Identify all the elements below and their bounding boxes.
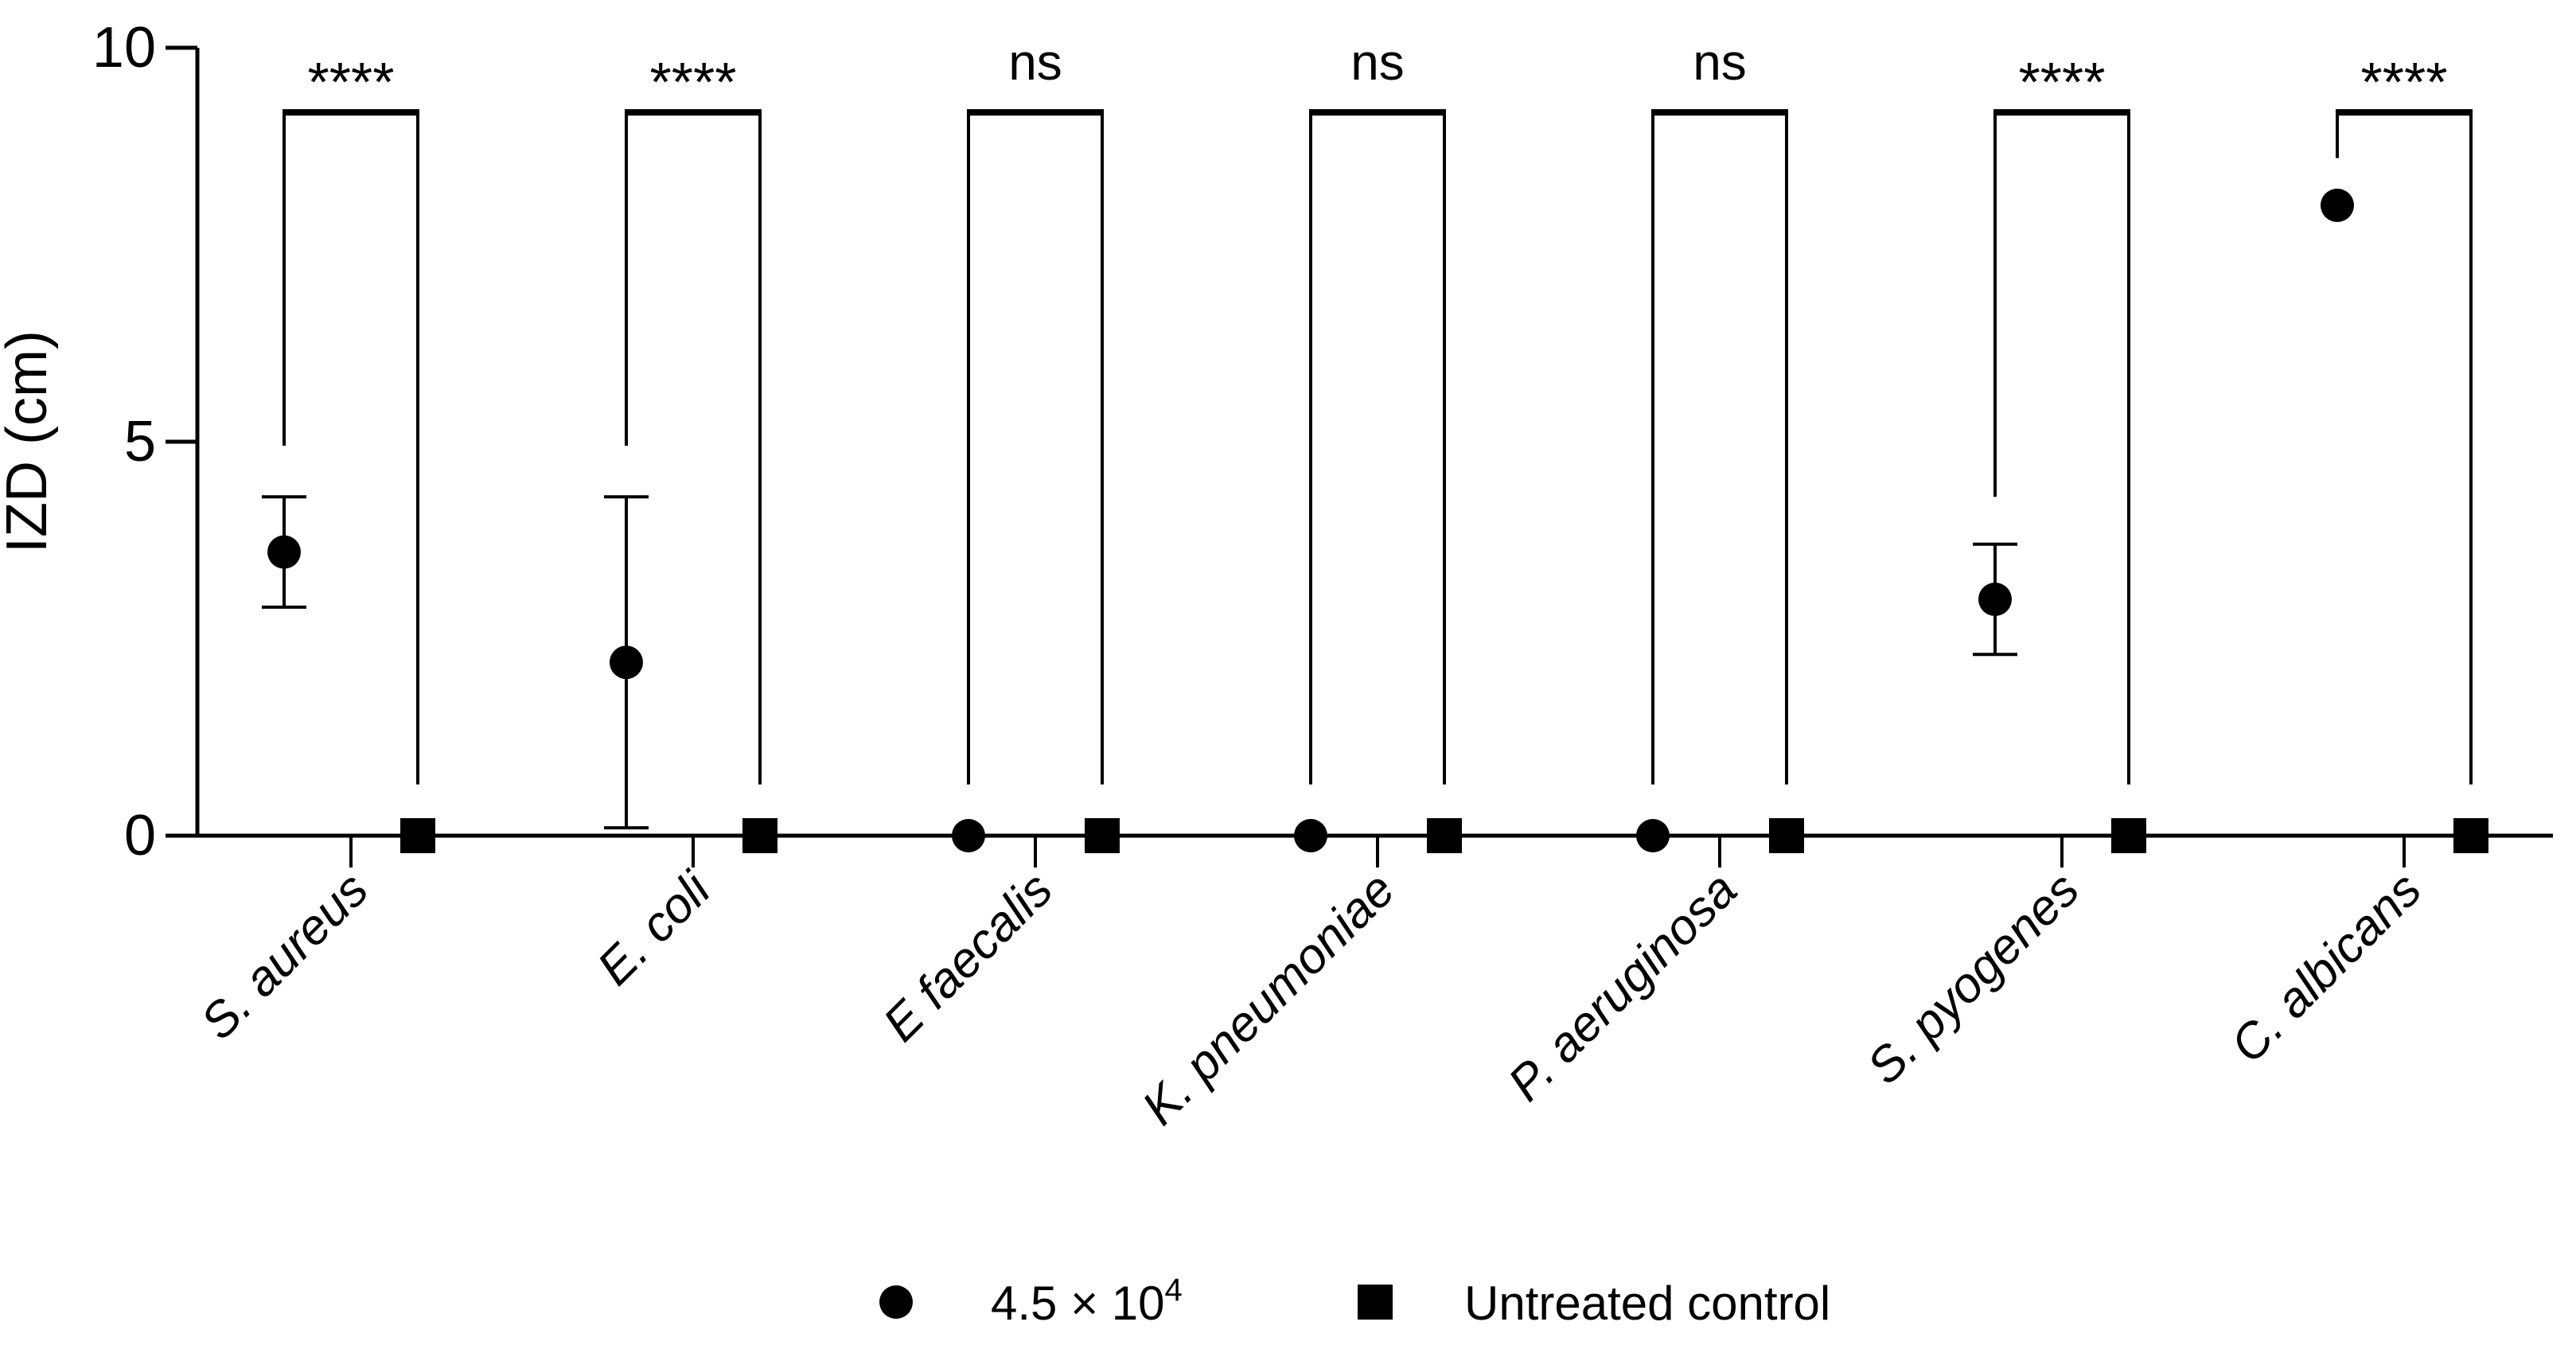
category-label: C. albicans bbox=[2220, 862, 2432, 1074]
significance-label: **** bbox=[650, 51, 737, 113]
significance-bracket bbox=[625, 109, 762, 785]
significance-label: **** bbox=[2019, 51, 2106, 113]
legend-label-untreated: Untreated control bbox=[1464, 1277, 1830, 1330]
data-point-circle bbox=[1636, 819, 1670, 852]
legend-circle-marker bbox=[879, 1285, 913, 1319]
significance-label: **** bbox=[308, 51, 395, 113]
category-label: K. pneumoniae bbox=[1132, 862, 1405, 1136]
data-point-square bbox=[2111, 818, 2146, 853]
y-tick-label: 5 bbox=[124, 410, 156, 474]
category-label: P. aeruginosa bbox=[1498, 862, 1748, 1112]
data-point-circle bbox=[952, 819, 985, 852]
y-axis-title: IZD (cm) bbox=[0, 330, 59, 553]
significance-bracket bbox=[1993, 109, 2130, 785]
category-label: S. pyogenes bbox=[1857, 862, 2090, 1095]
category-label: S. aureus bbox=[190, 862, 378, 1050]
data-point-circle bbox=[267, 535, 301, 569]
category-label: E. coli bbox=[587, 861, 723, 996]
data-point-square bbox=[742, 818, 777, 853]
significance-bracket bbox=[967, 109, 1104, 785]
significance-bracket bbox=[1651, 109, 1788, 785]
data-point-square bbox=[400, 818, 435, 853]
y-tick-label: 0 bbox=[124, 804, 156, 868]
y-tick-label: 10 bbox=[92, 16, 156, 80]
significance-bracket bbox=[1309, 109, 1446, 785]
significance-bracket bbox=[283, 109, 419, 785]
category-label: E faecalis bbox=[873, 862, 1063, 1052]
data-point-square bbox=[2453, 818, 2488, 853]
data-point-square bbox=[1085, 818, 1120, 853]
significance-bracket bbox=[2336, 109, 2473, 785]
data-point-circle bbox=[610, 645, 643, 680]
significance-label: ns bbox=[1350, 33, 1405, 91]
significance-label: **** bbox=[2361, 51, 2448, 113]
legend-square-marker bbox=[1358, 1285, 1393, 1320]
data-point-circle bbox=[1978, 583, 2012, 616]
significance-label: ns bbox=[1008, 33, 1062, 91]
data-point-circle bbox=[1294, 819, 1327, 852]
data-point-square bbox=[1427, 818, 1462, 853]
data-point-circle bbox=[2321, 189, 2354, 222]
significance-label: ns bbox=[1693, 33, 1747, 91]
data-point-square bbox=[1769, 818, 1804, 853]
legend-label-treated: 4.5 × 104 bbox=[991, 1273, 1183, 1330]
